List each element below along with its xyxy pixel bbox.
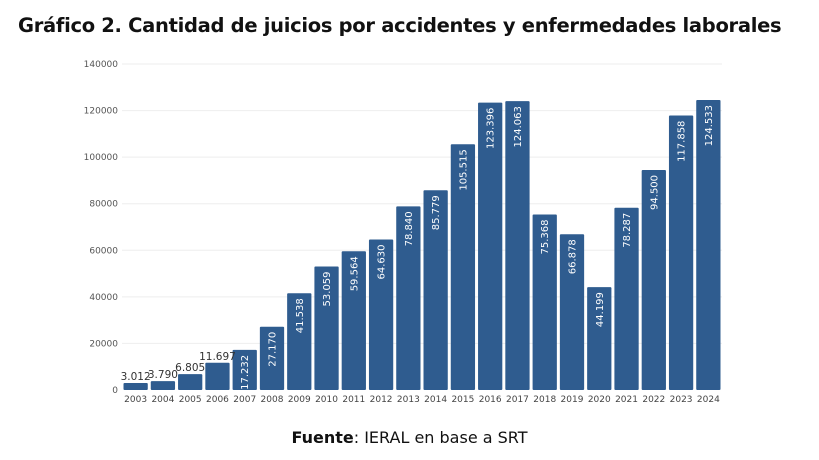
- bar-2020: [587, 287, 612, 390]
- x-tick-label: 2018: [533, 395, 556, 405]
- data-label: 3.012: [121, 371, 151, 383]
- bar-2014: [423, 190, 448, 390]
- x-tick-label: 2014: [424, 395, 447, 405]
- x-tick-label: 2016: [479, 395, 502, 405]
- bar-2017: [505, 101, 530, 390]
- x-tick-label: 2009: [288, 395, 311, 405]
- bar-2011: [341, 251, 366, 390]
- x-tick-label: 2005: [179, 395, 202, 405]
- data-label: 78.287: [622, 213, 633, 248]
- data-label: 124.533: [704, 105, 715, 146]
- data-label: 17.232: [240, 355, 251, 390]
- x-tick-label: 2006: [206, 395, 229, 405]
- y-tick-label: 60000: [89, 246, 118, 256]
- bar-2016: [478, 102, 503, 390]
- bar-2019: [559, 234, 585, 390]
- y-tick-label: 20000: [89, 339, 118, 349]
- bar-2007: [232, 349, 257, 390]
- bar-2023: [668, 115, 694, 390]
- data-label: 123.396: [486, 108, 497, 149]
- x-tick-label: 2003: [124, 395, 147, 405]
- data-label: 117.858: [677, 121, 688, 162]
- y-tick-label: 120000: [84, 107, 119, 117]
- data-label: 66.878: [568, 239, 579, 274]
- data-label: 78.840: [404, 211, 415, 246]
- y-tick-label: 0: [112, 386, 118, 396]
- data-label: 44.199: [595, 292, 606, 327]
- data-label: 59.564: [349, 256, 360, 291]
- data-label: 64.630: [377, 245, 388, 280]
- x-tick-label: 2011: [342, 395, 365, 405]
- bar-2006: [205, 362, 230, 390]
- bar-2005: [178, 374, 203, 390]
- bar-2015: [450, 144, 476, 390]
- data-label: 105.515: [458, 149, 469, 190]
- x-tick-label: 2023: [670, 395, 693, 405]
- y-tick-label: 40000: [89, 293, 118, 303]
- y-tick-label: 100000: [84, 153, 119, 163]
- x-tick-label: 2019: [561, 395, 584, 405]
- x-tick-label: 2013: [397, 395, 420, 405]
- bar-2003: [123, 382, 148, 390]
- x-tick-label: 2020: [588, 395, 611, 405]
- data-label: 27.170: [268, 332, 279, 367]
- source-label: Fuente: [291, 428, 354, 447]
- bar-2024: [696, 100, 721, 390]
- x-tick-label: 2008: [261, 395, 284, 405]
- source-text: : IERAL en base a SRT: [353, 428, 528, 447]
- x-tick-label: 2021: [615, 395, 638, 405]
- bar-2012: [368, 239, 394, 390]
- bar-2008: [259, 326, 285, 390]
- chart-title: Gráfico 2. Cantidad de juicios por accid…: [18, 14, 782, 37]
- y-tick-label: 80000: [89, 200, 118, 210]
- x-tick-label: 2010: [315, 395, 338, 405]
- data-label: 41.538: [295, 298, 306, 333]
- bar-2010: [314, 266, 339, 390]
- y-tick-label: 140000: [84, 60, 119, 70]
- data-label: 6.805: [175, 362, 205, 374]
- data-label: 53.059: [322, 271, 333, 306]
- data-label: 75.368: [540, 220, 551, 255]
- bar-2018: [532, 214, 557, 390]
- bar-2004: [150, 381, 176, 390]
- data-label: 124.063: [513, 106, 524, 147]
- x-tick-label: 2007: [233, 395, 256, 405]
- bar-2022: [641, 169, 666, 390]
- data-label: 3.790: [148, 369, 178, 381]
- x-tick-label: 2017: [506, 395, 529, 405]
- source-note: Fuente: IERAL en base a SRT: [0, 428, 819, 447]
- x-tick-label: 2024: [697, 395, 720, 405]
- x-tick-label: 2022: [642, 395, 665, 405]
- bar-2013: [396, 206, 421, 390]
- bar-2021: [614, 207, 639, 390]
- data-label: 85.779: [431, 195, 442, 230]
- x-tick-label: 2012: [370, 395, 393, 405]
- bar-2009: [287, 293, 312, 390]
- data-label: 94.500: [649, 175, 660, 210]
- data-label: 11.697: [199, 351, 236, 363]
- x-tick-label: 2004: [151, 395, 174, 405]
- x-tick-label: 2015: [451, 395, 474, 405]
